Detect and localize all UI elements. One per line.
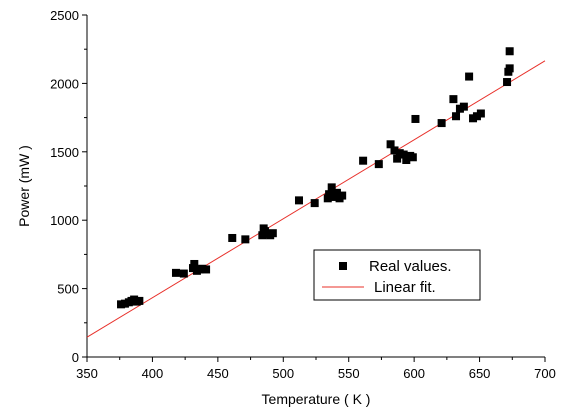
legend-label-real-values: Real values.	[369, 258, 452, 275]
y-tick-label: 2000	[50, 76, 79, 91]
legend-box	[313, 249, 481, 301]
data-point	[332, 188, 341, 197]
y-tick-label: 0	[72, 350, 79, 365]
data-point	[465, 72, 474, 81]
y-tick-label: 1000	[50, 213, 79, 228]
data-point	[359, 156, 368, 165]
y-tick-label: 1500	[50, 145, 79, 160]
data-point	[323, 194, 332, 203]
y-axis-title: Power (mW )	[16, 145, 32, 227]
data-point	[399, 150, 408, 159]
data-point	[393, 154, 402, 163]
data-point	[325, 190, 334, 199]
data-point	[135, 296, 144, 305]
data-point	[294, 196, 303, 205]
x-tick-label: 350	[76, 366, 98, 381]
x-tick-label: 600	[403, 366, 425, 381]
linear-fit-line	[86, 60, 546, 338]
data-point	[190, 259, 199, 268]
x-axis-title: Temperature ( K )	[262, 391, 371, 407]
y-tick-label: 2500	[50, 8, 79, 23]
data-point	[310, 199, 319, 208]
x-tick-label: 500	[272, 366, 294, 381]
data-point	[268, 229, 277, 238]
data-point	[437, 119, 446, 128]
data-point	[386, 140, 395, 149]
x-tick-label: 700	[534, 366, 556, 381]
data-point	[374, 160, 383, 169]
data-point	[202, 265, 211, 274]
data-point	[330, 192, 339, 201]
data-point	[505, 47, 514, 56]
x-tick-label: 650	[469, 366, 491, 381]
legend: Real values. Linear fit.	[313, 249, 481, 301]
legend-label-linear-fit: Linear fit.	[374, 279, 436, 296]
plot-area	[86, 47, 546, 338]
data-point	[241, 235, 250, 244]
legend-marker-real-values	[339, 262, 347, 270]
x-tick-label: 450	[207, 366, 229, 381]
x-tick-label: 550	[338, 366, 360, 381]
y-tick-label: 500	[57, 282, 79, 297]
data-point	[505, 64, 514, 73]
data-point	[228, 233, 237, 242]
data-point	[338, 191, 347, 200]
x-tick-label: 400	[142, 366, 164, 381]
data-point	[171, 268, 180, 277]
y-axis-ticks: 0 500 1000 1500 2000 2500	[50, 8, 87, 365]
data-point	[408, 153, 417, 162]
data-point	[449, 95, 458, 104]
data-point	[411, 114, 420, 123]
data-point	[459, 102, 468, 111]
data-point	[402, 156, 411, 165]
axes	[86, 15, 545, 358]
data-point	[452, 112, 461, 121]
data-point	[503, 78, 512, 87]
data-point	[476, 109, 485, 118]
data-point	[327, 183, 336, 192]
data-point	[258, 231, 267, 240]
x-axis-ticks: 350 400 450 500 550 600 650 700	[76, 357, 556, 381]
data-point	[179, 269, 188, 278]
data-point	[390, 146, 399, 155]
